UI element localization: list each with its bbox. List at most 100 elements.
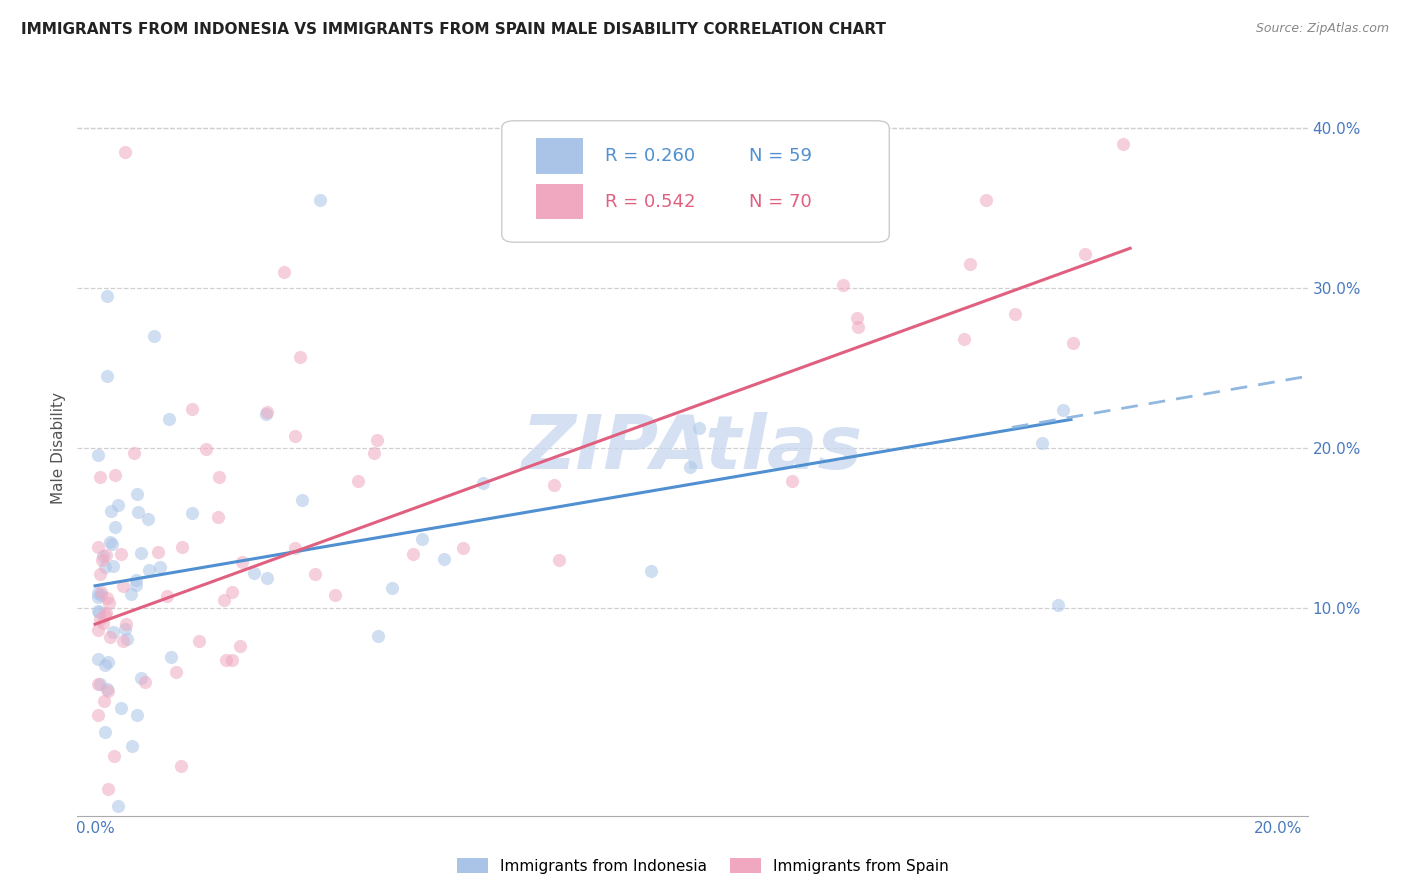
FancyBboxPatch shape xyxy=(502,120,890,242)
Point xyxy=(146,545,169,559)
Point xyxy=(170,759,193,773)
Point xyxy=(1062,336,1084,351)
Y-axis label: Male Disability: Male Disability xyxy=(51,392,66,504)
Point xyxy=(111,633,134,648)
Point xyxy=(122,445,145,459)
Point xyxy=(107,499,129,513)
Point xyxy=(363,446,385,460)
Point xyxy=(94,608,117,623)
Point xyxy=(180,402,202,417)
Point xyxy=(125,577,148,591)
Point xyxy=(143,329,166,343)
Point xyxy=(97,781,120,796)
Text: ZIPAtlas: ZIPAtlas xyxy=(522,412,863,484)
Point xyxy=(149,559,172,574)
Point xyxy=(134,675,156,690)
Point xyxy=(117,632,139,647)
Point xyxy=(104,519,127,533)
Point xyxy=(367,629,389,643)
Point xyxy=(129,671,152,685)
Legend: Immigrants from Indonesia, Immigrants from Spain: Immigrants from Indonesia, Immigrants fr… xyxy=(451,852,955,880)
Point xyxy=(208,469,231,483)
Point xyxy=(107,798,129,813)
Point xyxy=(471,475,494,490)
Point xyxy=(100,504,122,518)
Point xyxy=(256,405,278,419)
Point xyxy=(547,553,569,567)
Point xyxy=(254,407,277,421)
Point xyxy=(90,584,112,599)
Point xyxy=(111,579,134,593)
Point xyxy=(256,571,278,585)
Point xyxy=(381,581,404,595)
Point xyxy=(136,512,159,526)
Point xyxy=(165,665,187,679)
Point xyxy=(98,534,121,549)
Point xyxy=(87,708,110,723)
Point xyxy=(231,555,253,569)
Point xyxy=(96,289,118,303)
Point xyxy=(93,615,115,630)
Point xyxy=(94,606,117,620)
Point xyxy=(846,311,869,326)
Point xyxy=(103,749,125,764)
Point xyxy=(93,693,115,707)
Point xyxy=(433,552,456,566)
Point xyxy=(402,547,425,561)
Point xyxy=(172,540,194,554)
Point xyxy=(96,369,118,384)
Point xyxy=(101,624,124,639)
Point xyxy=(194,442,217,456)
Point xyxy=(89,677,111,691)
Point xyxy=(96,591,118,605)
Point xyxy=(94,657,117,672)
Point xyxy=(87,590,110,604)
Point xyxy=(543,478,565,492)
Point xyxy=(959,257,981,271)
Point xyxy=(1046,598,1069,612)
Point xyxy=(207,510,229,524)
Point xyxy=(98,596,121,610)
Point xyxy=(1031,435,1053,450)
Point xyxy=(273,264,295,278)
Point xyxy=(640,564,662,578)
Point xyxy=(953,333,976,347)
Point xyxy=(181,506,204,520)
Point xyxy=(87,677,110,691)
Point xyxy=(91,549,114,563)
Text: N = 70: N = 70 xyxy=(749,193,811,211)
Point xyxy=(129,546,152,560)
Point xyxy=(89,470,111,484)
Point xyxy=(308,194,330,208)
Point xyxy=(97,655,120,669)
Point xyxy=(125,708,148,723)
Point xyxy=(221,653,243,667)
Point xyxy=(104,468,127,483)
Point xyxy=(89,612,111,626)
Point xyxy=(89,605,111,619)
Text: R = 0.542: R = 0.542 xyxy=(605,193,696,211)
Text: Source: ZipAtlas.com: Source: ZipAtlas.com xyxy=(1256,22,1389,36)
Point xyxy=(1073,247,1095,261)
Point xyxy=(451,541,474,555)
Point xyxy=(87,604,110,618)
Text: IMMIGRANTS FROM INDONESIA VS IMMIGRANTS FROM SPAIN MALE DISABILITY CORRELATION C: IMMIGRANTS FROM INDONESIA VS IMMIGRANTS … xyxy=(21,22,886,37)
Point xyxy=(91,553,114,567)
Point xyxy=(411,533,433,547)
Point xyxy=(87,652,110,666)
Point xyxy=(87,586,110,600)
Point xyxy=(114,622,136,636)
Point xyxy=(780,475,803,489)
Point xyxy=(94,559,117,574)
Point xyxy=(138,563,160,577)
Point xyxy=(242,566,264,580)
Point xyxy=(290,350,312,364)
Point xyxy=(1004,307,1026,321)
Point xyxy=(229,639,252,653)
Point xyxy=(120,587,142,601)
Point xyxy=(96,548,118,562)
Point xyxy=(347,474,370,488)
Point xyxy=(121,739,143,753)
Point xyxy=(156,590,179,604)
Point xyxy=(974,194,997,208)
